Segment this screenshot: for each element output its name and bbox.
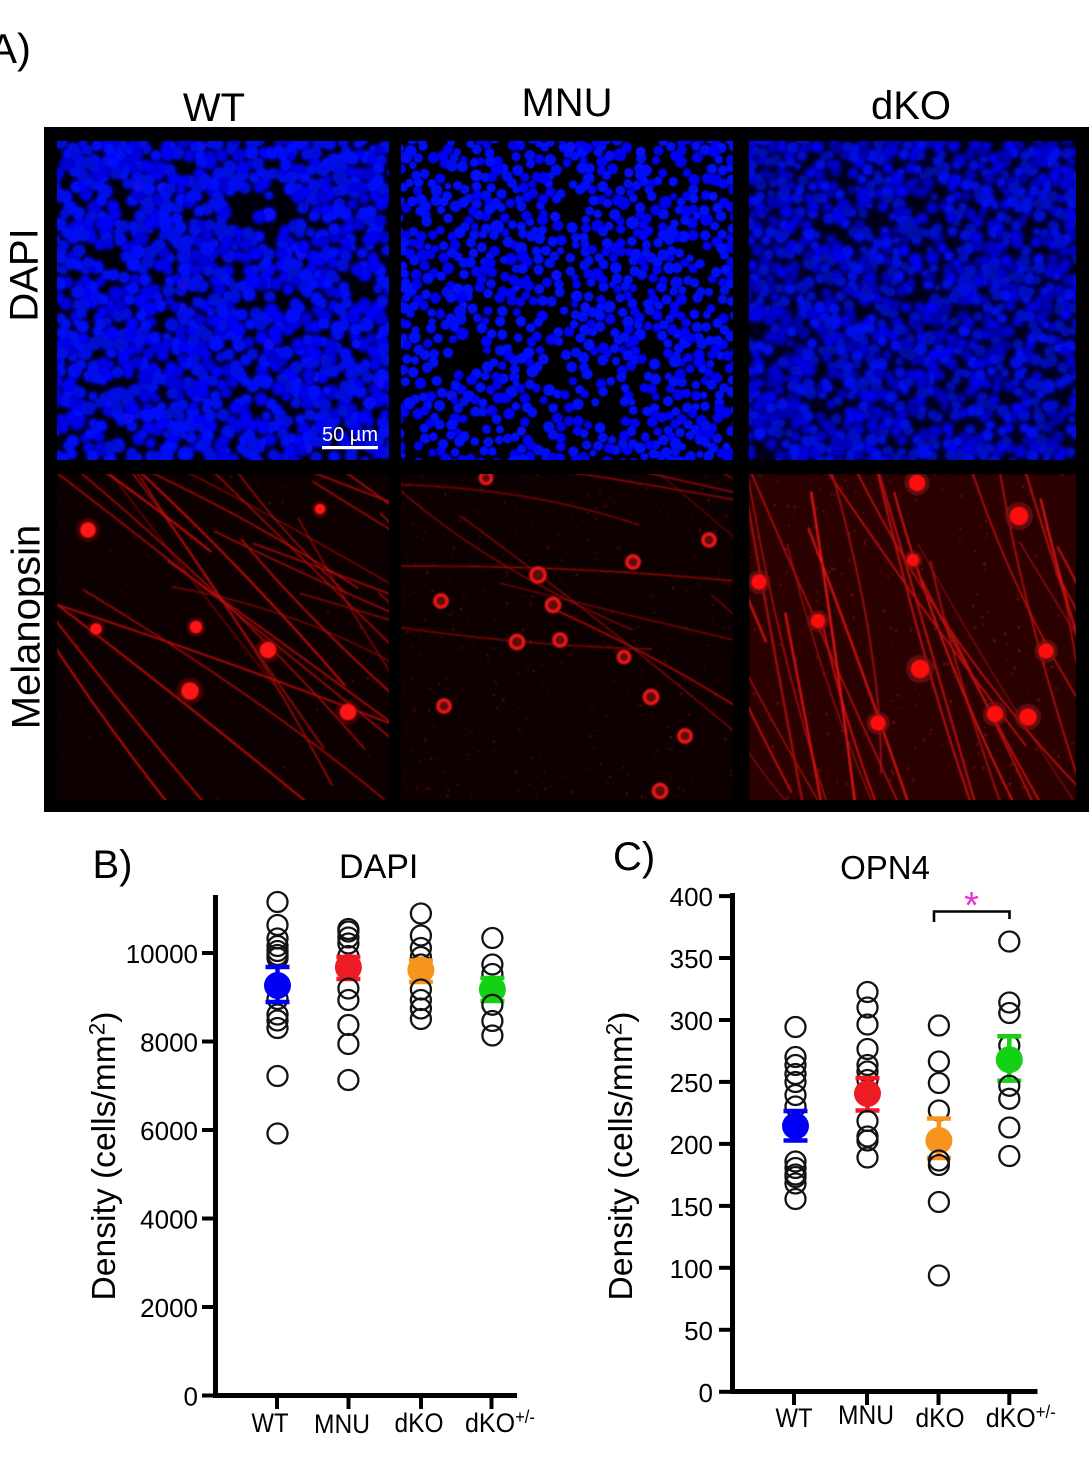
svg-text:50 µm: 50 µm bbox=[322, 424, 378, 446]
